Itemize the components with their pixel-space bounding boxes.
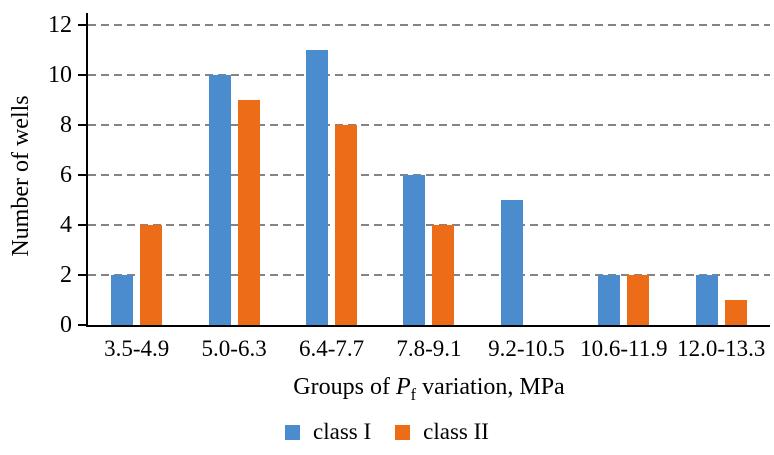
bar-class-ii <box>237 100 260 325</box>
gridline-y-2 <box>88 274 770 276</box>
legend-swatch-class-ii <box>395 424 411 440</box>
y-tick-mark <box>78 24 86 26</box>
bar-group <box>185 25 282 325</box>
y-tick-label: 2 <box>60 262 72 288</box>
bar-group <box>380 25 477 325</box>
x-axis-title-subscript: f <box>410 384 417 404</box>
plot-area <box>88 24 770 327</box>
bar-class-i <box>598 275 621 325</box>
x-tick-label: 3.5-4.9 <box>104 336 170 361</box>
legend-swatch-class-i <box>285 424 301 440</box>
x-axis-tick-labels: 3.5-4.9 5.0-6.3 6.4-7.7 7.8-9.1 9.2-10.5 10.6… <box>88 336 770 362</box>
bar-class-ii <box>724 300 747 325</box>
y-tick-label: 8 <box>60 112 72 138</box>
x-tick-label: 12.0-13.3 <box>677 336 766 361</box>
y-tick-mark <box>78 274 86 276</box>
bar-group <box>88 25 185 325</box>
y-tick-label: 0 <box>60 312 72 338</box>
bar-group <box>673 25 770 325</box>
y-tick-label: 6 <box>60 162 72 188</box>
bar-class-i <box>403 175 426 325</box>
y-tick-label: 4 <box>60 212 72 238</box>
gridline-y-4 <box>88 224 770 226</box>
bar-class-i <box>306 50 329 325</box>
bar-class-i <box>500 200 523 325</box>
bar-class-ii <box>627 275 650 325</box>
bar-class-i <box>208 75 231 325</box>
y-tick-mark <box>78 124 86 126</box>
x-tick-label: 6.4-7.7 <box>298 336 365 361</box>
y-tick-label: 10 <box>48 62 72 88</box>
bar-group <box>283 25 380 325</box>
x-axis-title-prefix: Groups of <box>293 374 396 400</box>
legend-label: class I <box>313 419 372 444</box>
bar-class-ii <box>432 225 455 325</box>
x-axis-title: Groups of Pf variation, MPa <box>88 374 770 404</box>
gridline-y-6 <box>88 174 770 176</box>
legend-label: class II <box>423 419 489 444</box>
gridline-y-8 <box>88 124 770 126</box>
legend-item-class-ii: class II <box>395 419 489 445</box>
bar-class-i <box>695 275 718 325</box>
bar-class-i <box>111 275 134 325</box>
y-tick-mark <box>78 174 86 176</box>
x-axis-title-suffix: variation, MPa <box>416 374 565 400</box>
x-axis-title-symbol: P <box>395 374 411 400</box>
bar-group <box>478 25 575 325</box>
x-tick-label: 5.0-6.3 <box>201 336 267 361</box>
y-tick-mark <box>78 224 86 226</box>
bar-group <box>575 25 672 325</box>
x-tick-label: 7.8-9.1 <box>396 336 462 361</box>
legend: class I class II <box>0 419 774 445</box>
bar-class-ii <box>140 225 163 325</box>
y-axis-line <box>86 13 88 327</box>
x-tick-label: 10.6-11.9 <box>580 336 668 361</box>
gridline-y-10 <box>88 74 770 76</box>
legend-item-class-i: class I <box>285 419 371 445</box>
gridline-y-12 <box>88 24 770 26</box>
y-tick-mark <box>78 74 86 76</box>
x-tick-label: 9.2-10.5 <box>488 336 565 361</box>
y-tick-mark <box>78 324 86 326</box>
bar-class-ii <box>335 125 358 325</box>
y-tick-label: 12 <box>48 12 72 38</box>
bar-groups <box>88 25 770 325</box>
